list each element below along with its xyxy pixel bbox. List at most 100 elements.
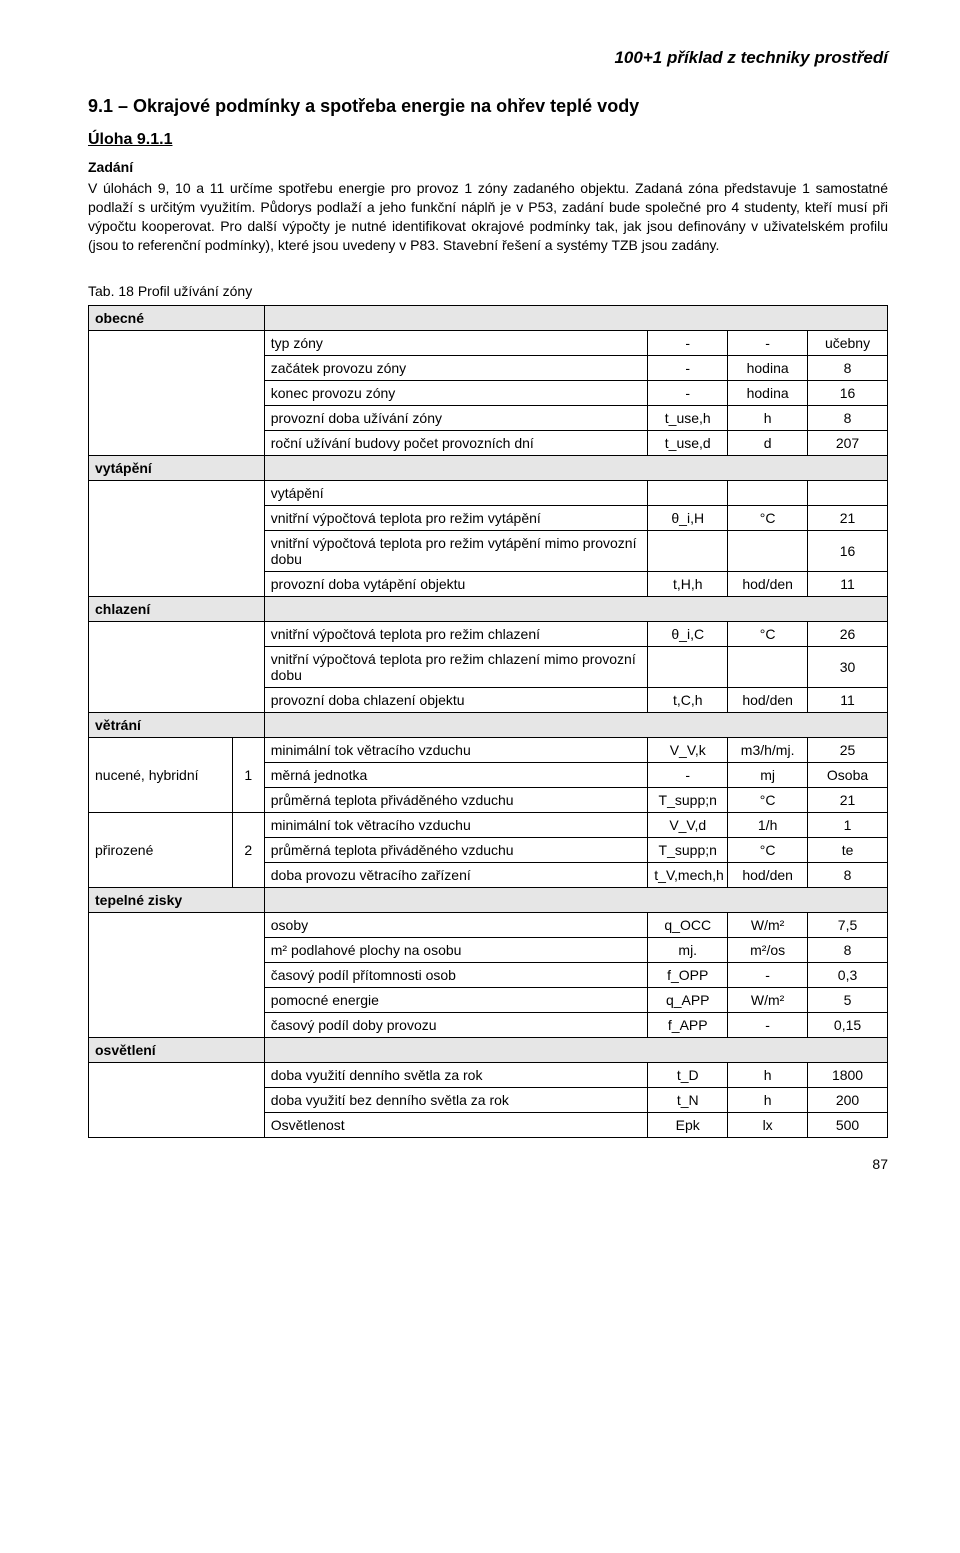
cell: měrná jednotka: [264, 762, 648, 787]
cell: °C: [728, 505, 808, 530]
cell: T_supp;n: [648, 837, 728, 862]
sublabel-prirozene: přirozené: [89, 812, 233, 887]
body-text: V úlohách 9, 10 a 11 určíme spotřebu ene…: [88, 179, 888, 255]
cell: 16: [808, 380, 888, 405]
cell: 8: [808, 405, 888, 430]
cell: vnitřní výpočtová teplota pro režim vytá…: [264, 505, 648, 530]
cell: 30: [808, 646, 888, 687]
cell: 21: [808, 505, 888, 530]
cell: W/m²: [728, 912, 808, 937]
cell: -: [648, 762, 728, 787]
cell: 0,3: [808, 962, 888, 987]
table-row: přirozené 2 minimální tok větracího vzdu…: [89, 812, 888, 837]
cell: t_V,mech,h: [648, 862, 728, 887]
cell: d: [728, 430, 808, 455]
cell: °C: [728, 621, 808, 646]
cell: θ_i,H: [648, 505, 728, 530]
cell: [728, 646, 808, 687]
cell: 1: [808, 812, 888, 837]
group-chlazeni: chlazení: [89, 596, 265, 621]
cell: -: [648, 380, 728, 405]
cell: vnitřní výpočtová teplota pro režim chla…: [264, 621, 648, 646]
cell: -: [648, 355, 728, 380]
table-row: obecné: [89, 305, 888, 330]
cell: hodina: [728, 355, 808, 380]
cell: časový podíl přítomnosti osob: [264, 962, 648, 987]
cell: 11: [808, 571, 888, 596]
cell: lx: [728, 1112, 808, 1137]
cell: provozní doba chlazení objektu: [264, 687, 648, 712]
sublabel-nucene: nucené, hybridní: [89, 737, 233, 812]
cell: doba provozu větracího zařízení: [264, 862, 648, 887]
cell: [264, 712, 887, 737]
cell: T_supp;n: [648, 787, 728, 812]
page: 100+1 příklad z techniky prostředí 9.1 –…: [0, 0, 960, 1212]
cell: [648, 530, 728, 571]
cell: časový podíl doby provozu: [264, 1012, 648, 1037]
cell: h: [728, 1062, 808, 1087]
cell: t,H,h: [648, 571, 728, 596]
cell: t_use,d: [648, 430, 728, 455]
page-number: 87: [88, 1156, 888, 1172]
cell: vnitřní výpočtová teplota pro režim vytá…: [264, 530, 648, 571]
cell: [89, 912, 265, 1037]
cell: mj: [728, 762, 808, 787]
cell: h: [728, 1087, 808, 1112]
cell: 5: [808, 987, 888, 1012]
cell: 207: [808, 430, 888, 455]
section-title: 9.1 – Okrajové podmínky a spotřeba energ…: [88, 96, 888, 117]
sublabel-prirozene-num: 2: [232, 812, 264, 887]
cell: t_N: [648, 1087, 728, 1112]
cell: roční užívání budovy počet provozních dn…: [264, 430, 648, 455]
table-row: osoby q_OCC W/m² 7,5: [89, 912, 888, 937]
cell: m² podlahové plochy na osobu: [264, 937, 648, 962]
cell: [648, 480, 728, 505]
table-row: tepelné zisky: [89, 887, 888, 912]
cell: provozní doba vytápění objektu: [264, 571, 648, 596]
cell: [264, 1037, 887, 1062]
table-row: vytápění: [89, 455, 888, 480]
cell: V_V,k: [648, 737, 728, 762]
cell: [728, 530, 808, 571]
cell: Epk: [648, 1112, 728, 1137]
cell: [89, 480, 265, 596]
cell: osoby: [264, 912, 648, 937]
cell: 8: [808, 355, 888, 380]
table-row: vnitřní výpočtová teplota pro režim chla…: [89, 621, 888, 646]
cell: [264, 596, 887, 621]
cell: f_APP: [648, 1012, 728, 1037]
cell: m²/os: [728, 937, 808, 962]
cell: [89, 1062, 265, 1137]
cell: 1800: [808, 1062, 888, 1087]
cell: pomocné energie: [264, 987, 648, 1012]
cell: f_OPP: [648, 962, 728, 987]
cell: 26: [808, 621, 888, 646]
group-osvetleni: osvětlení: [89, 1037, 265, 1062]
profile-table: obecné typ zóny - - učebny začátek provo…: [88, 305, 888, 1138]
cell: vnitřní výpočtová teplota pro režim chla…: [264, 646, 648, 687]
table-row: typ zóny - - učebny: [89, 330, 888, 355]
cell: hodina: [728, 380, 808, 405]
cell: [728, 480, 808, 505]
task-title: Úloha 9.1.1: [88, 131, 888, 149]
table-row: doba využití denního světla za rok t_D h…: [89, 1062, 888, 1087]
cell: [264, 887, 887, 912]
assignment-label: Zadání: [88, 159, 888, 175]
cell: Osvětlenost: [264, 1112, 648, 1137]
cell: -: [648, 330, 728, 355]
cell: 7,5: [808, 912, 888, 937]
cell: [648, 646, 728, 687]
cell: provozní doba užívání zóny: [264, 405, 648, 430]
cell: te: [808, 837, 888, 862]
group-obecne: obecné: [89, 305, 265, 330]
cell: hod/den: [728, 862, 808, 887]
cell: [89, 621, 265, 712]
table-row: nucené, hybridní 1 minimální tok větrací…: [89, 737, 888, 762]
cell: [264, 455, 887, 480]
group-tepelne: tepelné zisky: [89, 887, 265, 912]
cell: Osoba: [808, 762, 888, 787]
table-caption: Tab. 18 Profil užívání zóny: [88, 283, 888, 299]
cell: h: [728, 405, 808, 430]
cell: hod/den: [728, 571, 808, 596]
cell: °C: [728, 787, 808, 812]
